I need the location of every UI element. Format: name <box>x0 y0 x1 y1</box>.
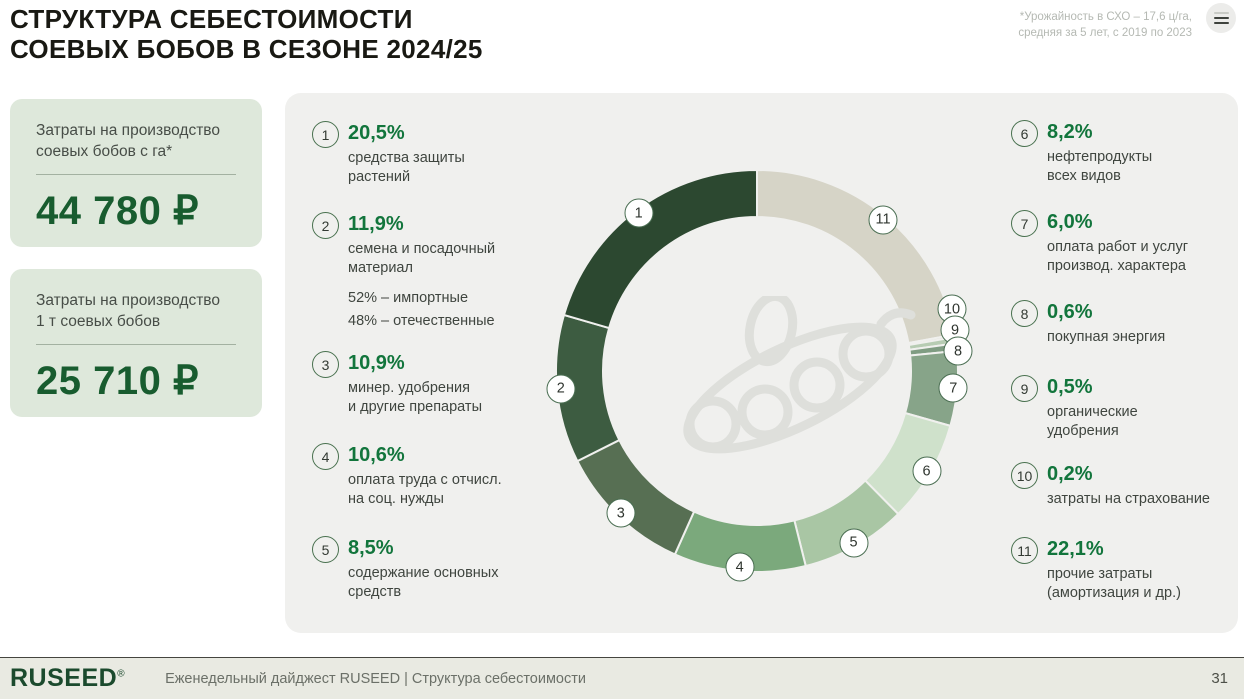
page-number: 31 <box>1211 670 1228 687</box>
registered-mark: ® <box>117 668 126 680</box>
legend-percent-4: 10,6% <box>348 444 405 466</box>
cost-per-ton-value: 25 710 ₽ <box>36 358 199 403</box>
legend-label-8: покупная энергия <box>1047 329 1166 345</box>
page-title-line2: СОЕВЫХ БОБОВ В СЕЗОНЕ 2024/25 <box>10 33 483 64</box>
cost-per-ton-card: Затраты на производство 1 т соевых бобов… <box>10 269 262 417</box>
legend-label-11: прочие затраты (амортизация и др.) <box>1047 566 1181 602</box>
donut-callout-6: 6 <box>912 456 942 486</box>
donut-segment-1 <box>562 168 758 330</box>
legend-percent-10: 0,2% <box>1047 463 1093 485</box>
donut-callout-2: 2 <box>546 374 576 404</box>
page-title: СТРУКТУРА СЕБЕСТОИМОСТИ СОЕВЫХ БОБОВ В С… <box>10 4 483 64</box>
legend-item-9: 9 0,5% органические удобрения <box>1011 375 1138 441</box>
legend-number-6: 6 <box>1011 120 1038 147</box>
legend-number-8: 8 <box>1011 300 1038 327</box>
legend-item-4: 4 10,6% оплата труда с отчисл. на соц. н… <box>312 443 502 509</box>
legend-item-10: 10 0,2% затраты на страхование <box>1011 462 1210 509</box>
legend-percent-8: 0,6% <box>1047 301 1093 323</box>
donut-callout-8: 8 <box>943 336 973 366</box>
donut-callout-3: 3 <box>606 498 636 528</box>
legend-label-4: оплата труда с отчисл. на соц. нужды <box>348 472 502 508</box>
legend-number-5: 5 <box>312 536 339 563</box>
legend-percent-9: 0,5% <box>1047 376 1093 398</box>
legend-percent-6: 8,2% <box>1047 121 1093 143</box>
donut-callout-11: 11 <box>868 205 898 235</box>
legend-item-7: 7 6,0% оплата работ и услуг производ. ха… <box>1011 210 1188 276</box>
menu-icon <box>1213 11 1229 15</box>
legend-item-6: 6 8,2% нефтепродукты всех видов <box>1011 120 1152 186</box>
legend-item-5: 5 8,5% содержание основных средств <box>312 536 498 602</box>
legend-label-6: нефтепродукты всех видов <box>1047 149 1153 185</box>
legend-label-3: минер. удобрения и другие препараты <box>348 380 482 416</box>
cost-per-hectare-card: Затраты на производство соевых бобов с г… <box>10 99 262 247</box>
donut-callout-4: 4 <box>725 552 755 582</box>
soybean-pod-watermark-icon <box>683 296 916 454</box>
legend-percent-1: 20,5% <box>348 122 405 144</box>
donut-callout-5: 5 <box>839 528 869 558</box>
legend-percent-3: 10,9% <box>348 352 405 374</box>
legend-percent-2: 11,9% <box>348 213 404 235</box>
legend-number-3: 3 <box>312 351 339 378</box>
legend-number-10: 10 <box>1011 462 1038 489</box>
legend-label-7: оплата работ и услуг производ. характера <box>1047 239 1189 275</box>
donut-callout-7: 7 <box>938 373 968 403</box>
legend-item-2: 2 11,9% семена и посадочный материал 52%… <box>312 212 495 332</box>
legend-label-5: содержание основных средств <box>348 565 499 601</box>
legend-label-1: средства защиты растений <box>348 150 465 186</box>
legend-number-9: 9 <box>1011 375 1038 402</box>
legend-item-8: 8 0,6% покупная энергия <box>1011 300 1165 347</box>
legend-percent-7: 6,0% <box>1047 211 1093 233</box>
card-divider <box>36 173 236 175</box>
legend-number-7: 7 <box>1011 210 1038 237</box>
footer-caption: Еженедельный дайджест RUSEED | Структура… <box>165 670 586 687</box>
card-label: Затраты на производство 1 т соевых бобов <box>36 292 220 330</box>
menu-button[interactable] <box>1206 3 1236 33</box>
legend-number-2: 2 <box>312 212 339 239</box>
legend-percent-11: 22,1% <box>1047 538 1104 560</box>
page-title-line1: СТРУКТУРА СЕБЕСТОИМОСТИ <box>10 4 413 34</box>
footer: RUSEED® Еженедельный дайджест RUSEED | С… <box>0 657 1244 699</box>
legend-number-1: 1 <box>312 121 339 148</box>
legend-label-10: затраты на страхование <box>1047 491 1210 507</box>
legend-item-11: 11 22,1% прочие затраты (амортизация и д… <box>1011 537 1181 603</box>
legend-item-3: 3 10,9% минер. удобрения и другие препар… <box>312 351 482 417</box>
legend-number-11: 11 <box>1011 537 1038 564</box>
legend-sublabel-2: 52% – импортные 48% – отечественные <box>348 290 495 329</box>
yield-footnote: *Урожайность в СХО – 17,6 ц/га, средняя … <box>1018 11 1192 40</box>
cost-per-hectare-value: 44 780 ₽ <box>36 188 199 233</box>
card-divider <box>36 343 236 345</box>
ruseed-logo: RUSEED® <box>10 664 126 692</box>
legend-label-9: органические удобрения <box>1047 404 1138 440</box>
legend-label-2: семена и посадочный материал <box>348 241 496 277</box>
donut-callout-1: 1 <box>624 198 654 228</box>
legend-percent-5: 8,5% <box>348 537 394 559</box>
legend-item-1: 1 20,5% средства защиты растений <box>312 121 465 187</box>
donut-segment-3 <box>575 438 696 556</box>
card-label: Затраты на производство соевых бобов с г… <box>36 122 220 160</box>
legend-number-4: 4 <box>312 443 339 470</box>
